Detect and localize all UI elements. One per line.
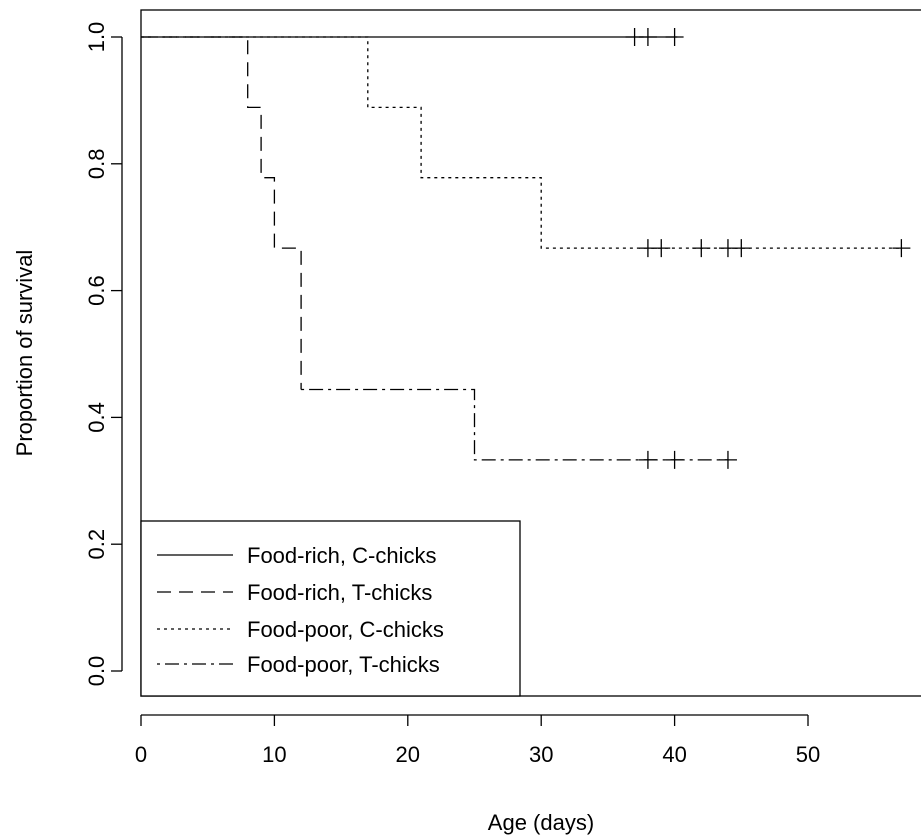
x-tick-label: 10 [262,742,286,767]
x-axis: 0 10 20 30 40 50 [135,714,820,767]
y-tick-label: 0.6 [84,275,109,306]
legend-label-4: Food-poor, T-chicks [247,652,440,677]
y-tick-label: 0.2 [84,529,109,560]
legend-label-1: Food-rich, C-chicks [247,543,436,568]
legend-label-3: Food-poor, C-chicks [247,617,444,642]
x-tick-label: 30 [529,742,553,767]
legend-label-2: Food-rich, T-chicks [247,580,432,605]
legend: Food-rich, C-chicks Food-rich, T-chicks Fo… [140,520,521,697]
legend-box [140,520,521,697]
x-axis-title: Age (days) [488,810,594,835]
y-tick-label: 0.4 [84,402,109,433]
series-line-3 [141,36,902,249]
series-layer [141,28,911,469]
plot-frame [140,9,921,697]
y-axis-title: Proportion of survival [12,250,37,457]
y-tick-label: 0.8 [84,149,109,180]
x-tick-label: 50 [796,742,820,767]
x-tick-label: 40 [662,742,686,767]
y-axis: 0.0 0.2 0.4 0.6 0.8 1.0 [84,22,123,687]
x-tick-label: 0 [135,742,147,767]
series-line-4 [301,388,728,461]
series-line-2 [141,36,302,390]
y-tick-label: 1.0 [84,22,109,53]
x-tick-label: 20 [396,742,420,767]
y-tick-label: 0.0 [84,656,109,687]
